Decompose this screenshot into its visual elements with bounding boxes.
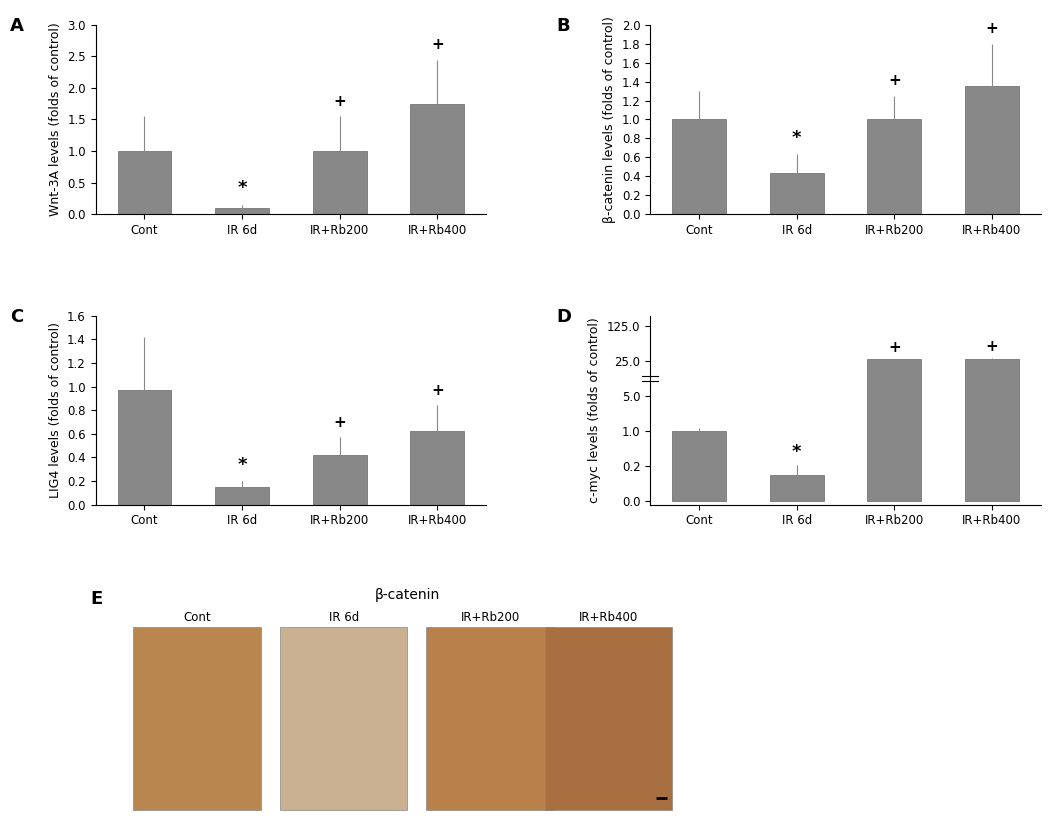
- Text: *: *: [792, 443, 802, 461]
- Text: β-catenin: β-catenin: [375, 588, 440, 602]
- Text: +: +: [986, 22, 998, 37]
- Bar: [411, 104, 464, 214]
- Text: *: *: [792, 129, 802, 147]
- Text: +: +: [333, 94, 346, 109]
- Bar: [134, 627, 261, 810]
- Bar: [770, 174, 823, 214]
- Bar: [672, 120, 725, 214]
- Bar: [426, 627, 554, 810]
- Text: +: +: [431, 383, 444, 398]
- Bar: [280, 627, 408, 810]
- Text: E: E: [91, 590, 103, 607]
- Y-axis label: c-myc levels (folds of control): c-myc levels (folds of control): [588, 317, 601, 503]
- Text: *: *: [237, 455, 246, 474]
- Text: D: D: [556, 308, 571, 326]
- Text: A: A: [10, 17, 23, 36]
- Y-axis label: Wnt-3A levels (folds of control): Wnt-3A levels (folds of control): [49, 22, 62, 216]
- Text: +: +: [888, 73, 901, 88]
- Text: Cont: Cont: [184, 611, 211, 623]
- Text: B: B: [556, 17, 570, 36]
- Bar: [411, 431, 464, 504]
- Bar: [672, 431, 725, 501]
- Text: +: +: [888, 340, 901, 355]
- Bar: [770, 475, 823, 501]
- Y-axis label: β-catenin levels (folds of control): β-catenin levels (folds of control): [603, 16, 616, 223]
- Text: C: C: [10, 308, 23, 326]
- Text: +: +: [333, 415, 346, 430]
- Y-axis label: LIG4 levels (folds of control): LIG4 levels (folds of control): [49, 322, 62, 499]
- Bar: [868, 360, 921, 501]
- Bar: [965, 359, 1018, 501]
- Bar: [216, 208, 269, 214]
- Text: +: +: [986, 339, 998, 354]
- Bar: [216, 487, 269, 504]
- Text: IR+Rb200: IR+Rb200: [461, 611, 519, 623]
- Text: IR 6d: IR 6d: [328, 611, 359, 623]
- Bar: [313, 151, 366, 214]
- Bar: [545, 627, 672, 810]
- Bar: [868, 120, 921, 214]
- Text: *: *: [237, 179, 246, 197]
- Bar: [965, 86, 1018, 214]
- Bar: [313, 455, 366, 504]
- Text: IR+Rb400: IR+Rb400: [579, 611, 638, 623]
- Bar: [118, 151, 171, 214]
- Text: +: +: [431, 37, 444, 52]
- Bar: [118, 390, 171, 504]
